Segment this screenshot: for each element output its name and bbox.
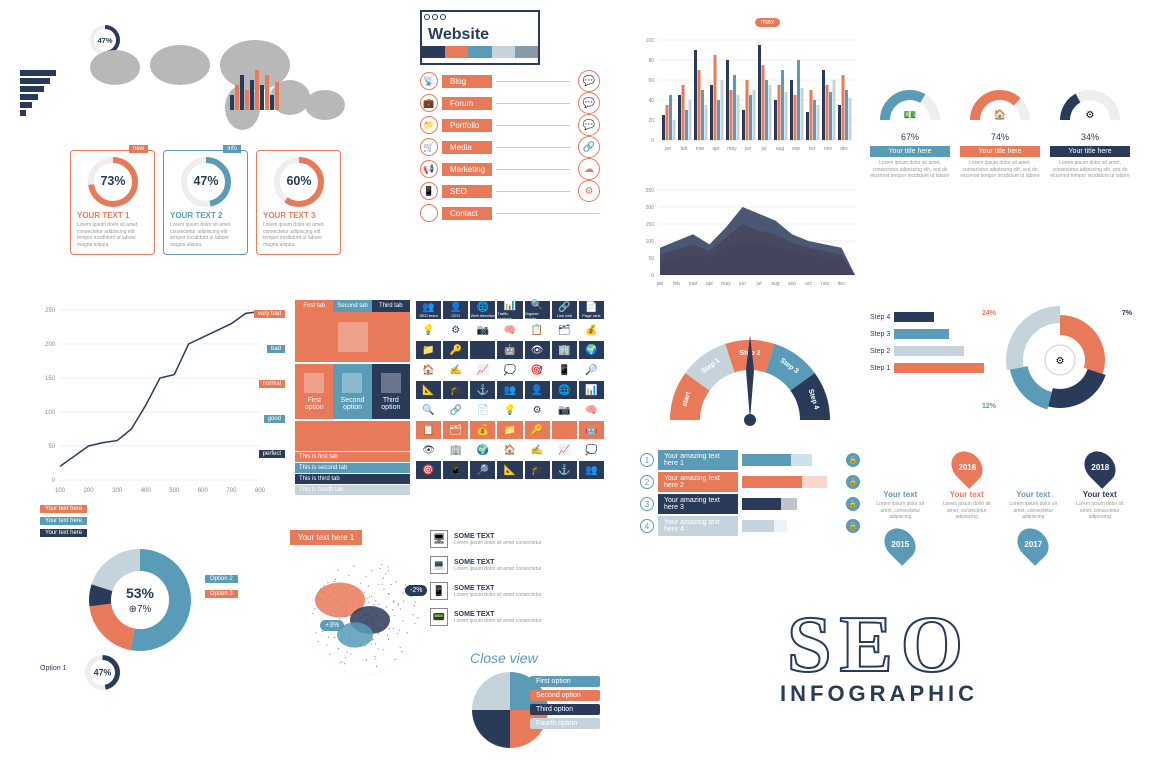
tab[interactable]: Second tab: [333, 300, 371, 312]
svg-text:apr: apr: [712, 146, 720, 152]
svg-text:⚙: ⚙: [1086, 110, 1095, 121]
line-chart: 050100150200250100200300400500600700800v…: [40, 300, 280, 500]
svg-text:150: 150: [45, 376, 56, 382]
svg-text:100: 100: [45, 410, 56, 416]
svg-text:200: 200: [45, 342, 56, 348]
tabs-block: First tabSecond tabThird tab First option…: [295, 300, 410, 495]
gauge-row: 💵67%Your title hereLorem ipsum dolor sit…: [870, 80, 1130, 180]
amazing-list: 1Your amazing text here 1🔒2Your amazing …: [640, 450, 860, 538]
svg-text:50: 50: [648, 256, 654, 262]
svg-text:50: 50: [48, 444, 55, 450]
svg-text:sep: sep: [792, 146, 800, 152]
svg-text:oct: oct: [805, 281, 812, 287]
svg-text:jan: jan: [656, 281, 664, 287]
donut-chart: 53%⊕7%Your text hereYour text hereYour t…: [40, 520, 290, 700]
tab[interactable]: First tab: [295, 300, 333, 312]
sitemap-item[interactable]: Marketing: [442, 163, 492, 176]
sitemap-item[interactable]: Forum: [442, 97, 492, 110]
svg-text:150: 150: [646, 222, 655, 228]
svg-text:300: 300: [112, 488, 123, 494]
svg-text:aug: aug: [776, 146, 785, 152]
sitemap-item[interactable]: Media: [442, 141, 492, 154]
svg-text:💵: 💵: [904, 110, 916, 121]
svg-text:jul: jul: [760, 146, 766, 152]
svg-text:200: 200: [84, 488, 95, 494]
icon-grid: 👥SEO team👤CEO🌐Web direction📊Traffic anal…: [415, 300, 605, 480]
sitemap: 📡Blog💬💼Forum💬📁Portfolio💬🛒Media🔗📢Marketin…: [420, 70, 600, 224]
radial-chart: ⚙24%7%12%: [1000, 300, 1120, 420]
svg-text:jan: jan: [664, 146, 672, 152]
svg-text:apr: apr: [706, 281, 714, 287]
close-view: Close viewFirst optionSecond optionThird…: [470, 650, 600, 750]
svg-text:feb: feb: [681, 146, 688, 152]
device-list: 🖥SOME TEXTLorem ipsum dolor sit amet con…: [430, 530, 600, 634]
area-chart: 0 50 100 150 200 250 jan feb mar apr may jun jul aug s…: [640, 180, 860, 290]
svg-text:80: 80: [648, 58, 654, 64]
svg-text:feb: feb: [673, 281, 680, 287]
svg-text:100: 100: [646, 239, 655, 245]
world-map: [70, 20, 370, 140]
svg-text:700: 700: [226, 488, 237, 494]
svg-text:nov: nov: [821, 281, 830, 287]
svg-text:100: 100: [646, 38, 655, 44]
svg-text:jun: jun: [744, 146, 752, 152]
globe: [300, 550, 430, 680]
svg-text:600: 600: [198, 488, 209, 494]
seo-title: SEOINFOGRAPHIC: [780, 600, 978, 707]
svg-text:mar: mar: [689, 281, 698, 287]
svg-text:may: may: [721, 281, 731, 287]
step-bars: Step 4Step 3Step 2Step 1: [870, 310, 990, 378]
svg-text:200: 200: [646, 205, 655, 211]
svg-text:oct: oct: [809, 146, 816, 152]
svg-text:aug: aug: [771, 281, 780, 287]
svg-text:250: 250: [45, 308, 56, 314]
svg-text:🏠: 🏠: [994, 109, 1006, 121]
option-card[interactable]: Third option: [372, 364, 410, 419]
svg-text:sep: sep: [788, 281, 796, 287]
svg-text:0: 0: [651, 273, 654, 279]
svg-text:mar: mar: [696, 146, 705, 152]
svg-text:0: 0: [52, 478, 56, 484]
percent-cards: new73%YOUR TEXT 1Lorem ipsum dolor sit a…: [70, 150, 341, 255]
svg-text:800: 800: [255, 488, 266, 494]
website-window: Website: [420, 10, 540, 65]
svg-text:400: 400: [141, 488, 152, 494]
svg-text:0: 0: [651, 138, 654, 144]
sitemap-item[interactable]: SEO: [442, 185, 492, 198]
svg-text:60%: 60%: [286, 174, 311, 188]
svg-text:dec: dec: [837, 281, 846, 287]
svg-text:⚙: ⚙: [1056, 356, 1065, 367]
sitemap-item[interactable]: Contact: [442, 207, 492, 220]
svg-text:dec: dec: [840, 146, 849, 152]
svg-text:40: 40: [648, 98, 654, 104]
timeline: Your textLorem ipsum dolor sit amet, con…: [870, 450, 1130, 561]
svg-text:jun: jun: [738, 281, 746, 287]
svg-text:500: 500: [169, 488, 180, 494]
svg-text:47%: 47%: [193, 174, 218, 188]
svg-text:20: 20: [648, 118, 654, 124]
svg-text:may: may: [727, 146, 737, 152]
sitemap-item[interactable]: Blog: [442, 75, 492, 88]
svg-text:73%: 73%: [100, 174, 125, 188]
svg-text:100: 100: [55, 488, 66, 494]
option-card[interactable]: Second option: [333, 364, 371, 419]
option-card[interactable]: First option: [295, 364, 333, 419]
svg-text:47%: 47%: [94, 668, 112, 678]
sitemap-item[interactable]: Portfolio: [442, 119, 492, 132]
svg-text:jul: jul: [755, 281, 761, 287]
svg-text:nov: nov: [824, 146, 833, 152]
tab[interactable]: Third tab: [372, 300, 410, 312]
speedometer: startStep 1Step 2Step 3Step 4: [640, 310, 860, 430]
svg-text:53%: 53%: [126, 585, 155, 601]
svg-text:⊕7%: ⊕7%: [129, 604, 152, 615]
svg-text:60: 60: [648, 78, 654, 84]
grouped-bar-chart: 0 20 40 60 80 100 jan feb mar apr may jun jul aug sep o…: [640, 30, 860, 160]
svg-text:250: 250: [646, 188, 655, 194]
